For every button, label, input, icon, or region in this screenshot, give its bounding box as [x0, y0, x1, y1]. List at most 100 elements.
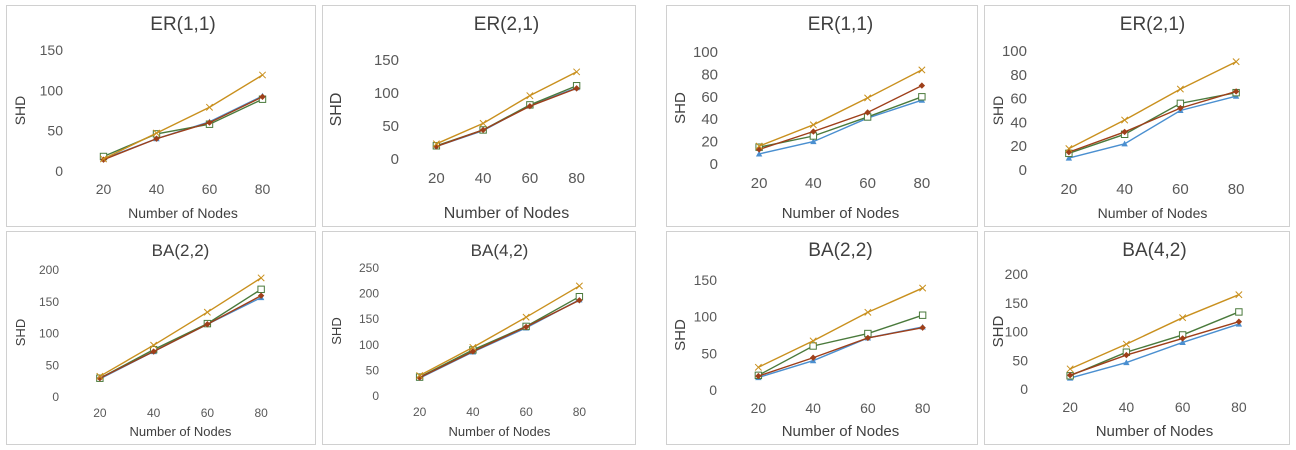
x-axis-label: Number of Nodes	[1096, 423, 1214, 440]
data-point	[864, 308, 872, 316]
x-axis-label: Number of Nodes	[782, 205, 900, 222]
y-tick-label: 100	[694, 309, 718, 325]
series-line	[103, 95, 263, 160]
series-line	[103, 74, 263, 160]
series	[416, 282, 583, 380]
y-tick-label: 150	[39, 295, 59, 309]
chart-svg: ER(1,1) 0 50 100 150 20 40 60 80 Number of Nodes S…	[12, 14, 270, 221]
series-line	[1069, 311, 1240, 377]
series-line	[1068, 61, 1237, 150]
y-tick-label: 0	[52, 390, 59, 404]
chart-svg: BA(2,2) 0 50 100 150 20 40 60 80 Number of Nodes S…	[672, 240, 931, 440]
y-tick-label: 50	[382, 118, 399, 135]
series	[432, 68, 581, 148]
data-point	[1123, 351, 1130, 359]
x-tick-label: 20	[413, 405, 427, 419]
series-line	[758, 326, 923, 377]
data-point	[257, 285, 265, 294]
x-tick-label: 20	[751, 175, 768, 192]
x-axis-label: Number of Nodes	[449, 424, 551, 439]
x-tick-label: 40	[147, 406, 161, 420]
y-tick-label: 0	[55, 163, 63, 179]
x-tick-label: 40	[1119, 399, 1135, 415]
y-tick-label: 60	[701, 89, 718, 106]
y-tick-label: 80	[1010, 67, 1027, 84]
y-axis-label: SHD	[990, 315, 1007, 347]
x-tick-label: 20	[96, 181, 112, 197]
y-tick-label: 20	[701, 134, 718, 151]
x-tick-label: 20	[1062, 399, 1078, 415]
chart-title: ER(2,1)	[474, 14, 539, 35]
data-point	[1235, 318, 1243, 325]
data-point	[479, 119, 487, 127]
x-axis-label: Number of Nodes	[444, 205, 569, 222]
x-tick-label: 80	[915, 400, 931, 416]
series-line	[1069, 321, 1240, 376]
data-point	[809, 121, 817, 129]
series-line	[758, 84, 923, 151]
y-tick-label: 250	[359, 261, 379, 275]
y-tick-label: 100	[1002, 43, 1027, 60]
y-axis-label: SHD	[328, 93, 345, 127]
chart-panel: BA(4,2) 0 50 100 150 200 20 40 60 80 Number of Nod…	[984, 231, 1290, 445]
data-point	[1179, 339, 1186, 345]
chart-title: BA(2,2)	[152, 241, 210, 260]
y-tick-label: 100	[40, 82, 64, 98]
chart-svg: BA(4,2) 0 50 100 150 200 20 40 60 80 Number of Nod…	[990, 240, 1247, 440]
data-point	[755, 142, 763, 150]
chart-title: BA(4,2)	[471, 241, 529, 260]
y-tick-label: 50	[46, 358, 60, 372]
x-tick-label: 80	[1228, 181, 1245, 198]
y-tick-label: 20	[1010, 138, 1027, 155]
data-point	[1121, 128, 1128, 136]
x-tick-label: 40	[1116, 181, 1133, 198]
y-axis-label: SHD	[672, 319, 689, 351]
y-tick-label: 0	[709, 382, 717, 398]
data-point	[1177, 104, 1184, 112]
x-tick-label: 80	[568, 170, 585, 187]
series	[433, 85, 580, 150]
series-line	[1068, 95, 1237, 159]
data-point	[809, 354, 817, 361]
data-point	[1176, 85, 1184, 93]
x-tick-label: 40	[805, 400, 821, 416]
y-tick-label: 100	[39, 327, 59, 341]
x-axis-label: Number of Nodes	[782, 423, 900, 440]
y-tick-label: 50	[701, 345, 717, 361]
series-line	[758, 96, 923, 148]
y-tick-label: 100	[374, 85, 399, 102]
data-point	[99, 155, 108, 163]
y-tick-label: 200	[1005, 266, 1029, 282]
data-point	[575, 282, 583, 290]
data-point	[810, 138, 817, 145]
data-point	[257, 274, 265, 282]
series	[1065, 58, 1240, 153]
series-line	[419, 299, 580, 379]
y-tick-label: 150	[694, 272, 718, 288]
chart-panel: ER(1,1) 0 50 100 150 20 40 60 80 Number of Nodes S…	[6, 5, 316, 227]
chart-svg: ER(1,1) 0 20 40 60 80 100 20 40 60 80 Number of Nod…	[672, 14, 930, 222]
data-point	[810, 128, 817, 135]
data-point	[918, 93, 926, 101]
y-tick-label: 0	[1020, 381, 1028, 397]
y-tick-label: 150	[40, 42, 64, 58]
chart-panel: ER(1,1) 0 20 40 60 80 100 20 40 60 80 Number of Nod…	[666, 5, 978, 227]
series-line	[419, 296, 580, 378]
chart-title: ER(1,1)	[808, 14, 873, 35]
x-tick-label: 60	[519, 405, 533, 419]
series	[1066, 320, 1243, 381]
y-tick-label: 0	[710, 156, 718, 173]
chart-title: BA(4,2)	[1122, 240, 1186, 261]
y-tick-label: 80	[701, 66, 718, 83]
data-point	[1065, 145, 1073, 153]
y-tick-label: 100	[693, 44, 718, 61]
chart-panel: BA(2,2) 0 50 100 150 200 20 40 60 80 Number of Nod…	[6, 231, 316, 445]
chart-title: BA(2,2)	[808, 240, 872, 261]
data-point	[1179, 314, 1187, 322]
series-line	[419, 285, 580, 377]
x-tick-label: 60	[202, 181, 218, 197]
data-point	[152, 129, 161, 137]
y-tick-label: 200	[39, 263, 59, 277]
chart-svg: ER(2,1) 0 50 100 150 20 40 60 80 Number of Nodes S…	[328, 14, 585, 222]
data-point	[1123, 359, 1130, 366]
